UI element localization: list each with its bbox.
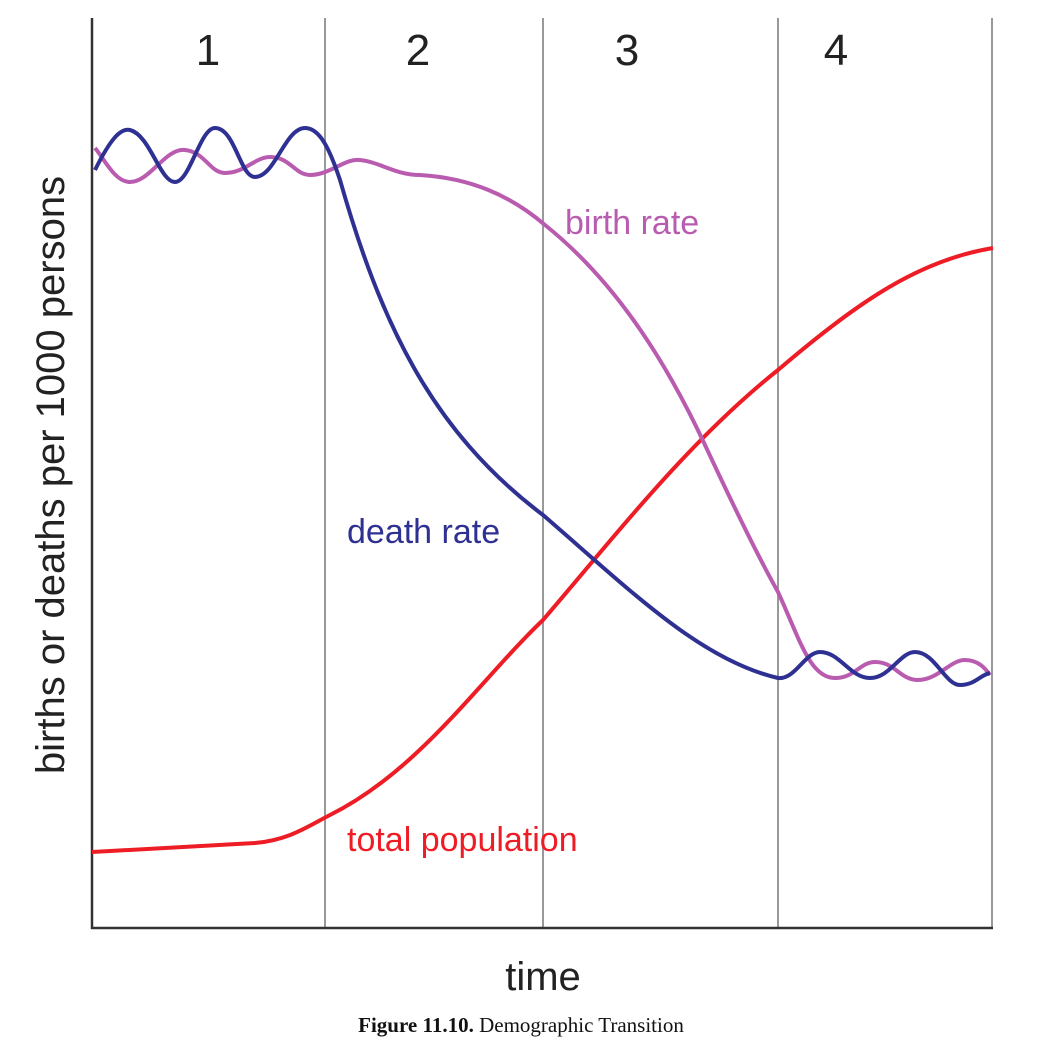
stage-label: 2	[406, 26, 430, 75]
birth-rate-label: birth rate	[565, 204, 699, 242]
caption: Figure 11.10. Demographic Transition	[0, 1013, 1042, 1038]
death-rate-curve	[93, 125, 991, 688]
caption-label: Figure 11.10.	[358, 1013, 474, 1037]
y-axis-label: births or deaths per 1000 persons	[29, 176, 73, 774]
stage-label: 1	[196, 26, 220, 75]
stage-dividers	[324, 18, 993, 928]
caption-text: Demographic Transition	[479, 1013, 684, 1037]
x-axis-label: time	[505, 955, 581, 999]
total-population-label: total population	[347, 821, 578, 859]
death-rate-label: death rate	[347, 513, 500, 551]
diagram: 1 2 3 4 birth rate death rate total popu…	[29, 18, 994, 999]
birth-rate-curve	[93, 146, 992, 683]
stage-label: 3	[615, 26, 639, 75]
total-population-curve	[91, 246, 994, 854]
stage-label: 4	[824, 26, 848, 75]
